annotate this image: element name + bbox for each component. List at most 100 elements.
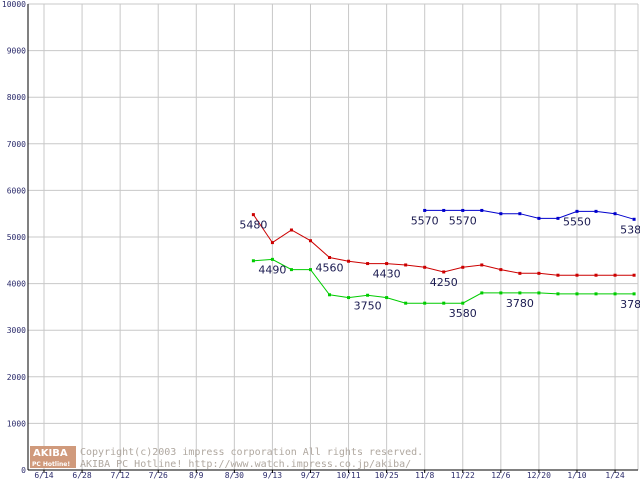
series-point-1 xyxy=(289,228,293,232)
series-point-2 xyxy=(442,301,446,305)
series-point-1 xyxy=(366,262,370,266)
data-label: 5570 xyxy=(449,214,477,227)
y-tick-label: 4000 xyxy=(7,280,26,289)
akiba-logo-top: AKIBA xyxy=(33,448,68,459)
x-tick-label: 10/11 xyxy=(337,471,361,480)
data-label: 5570 xyxy=(411,214,439,227)
series-point-0 xyxy=(461,208,465,212)
series-point-2 xyxy=(632,292,636,296)
series-point-1 xyxy=(499,268,503,272)
series-point-0 xyxy=(442,208,446,212)
x-tick-label: 10/25 xyxy=(375,471,399,480)
series-point-1 xyxy=(328,256,332,260)
series-point-2 xyxy=(347,296,351,300)
chart-axes xyxy=(27,4,638,473)
series-point-2 xyxy=(404,301,408,305)
series-point-0 xyxy=(594,209,598,213)
data-label: 3750 xyxy=(354,299,382,312)
series-point-0 xyxy=(518,212,522,216)
x-axis-ticks: 6/14 6/28 7/12 7/26 8/9 8/30 9/13 9/27 10/11 10/2… xyxy=(34,471,624,480)
data-label: 4250 xyxy=(430,276,458,289)
x-tick-label: 11/8 xyxy=(415,471,434,480)
series-point-1 xyxy=(461,265,465,269)
x-tick-label: 11/22 xyxy=(451,471,475,480)
y-tick-label: 1000 xyxy=(7,419,26,428)
series-point-2 xyxy=(518,291,522,295)
series-point-0 xyxy=(423,208,427,212)
y-tick-label: 8000 xyxy=(7,93,26,102)
data-label: 5550 xyxy=(563,215,591,228)
series-point-2 xyxy=(575,292,579,296)
chart-series xyxy=(251,208,636,305)
series-point-1 xyxy=(594,273,598,277)
series-point-2 xyxy=(594,292,598,296)
y-tick-label: 9000 xyxy=(7,47,26,56)
x-tick-label: 1/24 xyxy=(605,471,624,480)
data-label: 5480 xyxy=(239,219,267,232)
data-labels: 5480 4490 4560 3750 4430 5570 4250 5570 3580 3780… xyxy=(239,214,640,320)
y-tick-label: 7000 xyxy=(7,140,26,149)
data-label: 5380 xyxy=(620,223,640,236)
x-tick-label: 8/30 xyxy=(225,471,244,480)
x-tick-label: 6/14 xyxy=(34,471,53,480)
x-tick-label: 8/9 xyxy=(189,471,204,480)
series-point-2 xyxy=(308,268,312,272)
series-point-2 xyxy=(613,292,617,296)
series-point-1 xyxy=(480,263,484,267)
data-label: 4560 xyxy=(316,262,344,275)
series-point-1 xyxy=(251,213,255,217)
series-point-1 xyxy=(347,259,351,263)
series-point-0 xyxy=(632,217,636,221)
series-point-2 xyxy=(480,291,484,295)
series-point-2 xyxy=(537,291,541,295)
series-point-2 xyxy=(385,296,389,300)
series-point-1 xyxy=(423,265,427,269)
series-point-1 xyxy=(575,273,579,277)
x-tick-label: 6/28 xyxy=(72,471,91,480)
site-url-line: AKIBA PC Hotline! http://www.watch.impre… xyxy=(80,459,411,470)
x-tick-label: 7/26 xyxy=(149,471,168,480)
series-point-0 xyxy=(556,216,560,220)
data-label: 4490 xyxy=(258,263,286,276)
series-point-1 xyxy=(385,262,389,266)
x-tick-label: 9/27 xyxy=(301,471,320,480)
series-point-2 xyxy=(423,301,427,305)
series-point-1 xyxy=(518,271,522,275)
series-point-0 xyxy=(613,212,617,216)
x-tick-label: 12/20 xyxy=(527,471,551,480)
x-tick-label: 7/12 xyxy=(111,471,130,480)
series-point-1 xyxy=(537,271,541,275)
series-point-2 xyxy=(251,259,255,263)
series-point-2 xyxy=(328,293,332,297)
y-tick-label: 2000 xyxy=(7,373,26,382)
series-point-2 xyxy=(270,257,274,261)
akiba-logo-bottom: PC Hotline! xyxy=(32,461,70,468)
copyright-watermark: AKIBA PC Hotline! Copyright(c)2003 impre… xyxy=(30,446,423,470)
copyright-line: Copyright(c)2003 impress corporation All… xyxy=(80,447,423,458)
series-point-2 xyxy=(556,292,560,296)
series-point-1 xyxy=(632,273,636,277)
chart-grid xyxy=(28,3,639,470)
data-label: 4430 xyxy=(373,268,401,281)
akiba-logo-box xyxy=(30,446,76,468)
x-tick-label: 1/10 xyxy=(567,471,586,480)
series-point-1 xyxy=(556,273,560,277)
series-point-1 xyxy=(308,239,312,243)
data-label: 3780 xyxy=(506,297,534,310)
series-point-1 xyxy=(442,270,446,274)
series-point-2 xyxy=(461,301,465,305)
series-point-2 xyxy=(499,291,503,295)
series-line-0 xyxy=(424,209,635,220)
y-tick-label: 3000 xyxy=(7,326,26,335)
series-point-1 xyxy=(404,263,408,267)
y-tick-label: 5000 xyxy=(7,233,26,242)
y-tick-label: 6000 xyxy=(7,186,26,195)
series-point-0 xyxy=(499,212,503,216)
series-point-2 xyxy=(289,268,293,272)
series-point-1 xyxy=(270,241,274,245)
x-tick-label: 9/13 xyxy=(263,471,282,480)
series-point-1 xyxy=(613,273,617,277)
series-point-2 xyxy=(366,293,370,297)
data-label: 3580 xyxy=(449,307,477,320)
